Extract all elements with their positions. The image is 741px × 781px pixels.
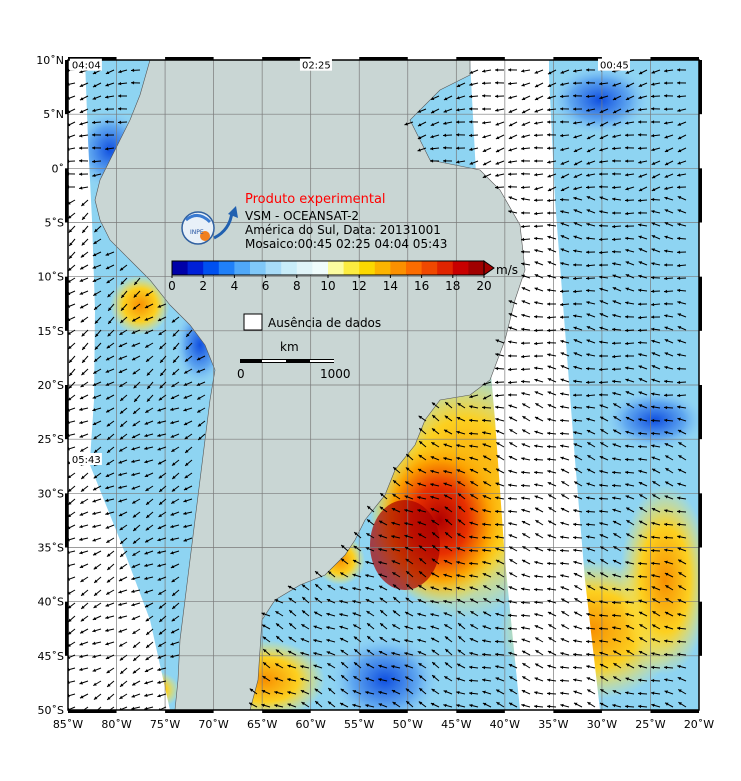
colorbar-segment: [421, 261, 438, 275]
colorbar-tick-label: 16: [414, 279, 429, 293]
legend-title: Produto experimental: [245, 192, 386, 207]
colorbar-segment: [406, 261, 423, 275]
y-tick-label: 25˚S: [38, 433, 64, 446]
colorbar-segment: [265, 261, 282, 275]
y-tick-label: 20˚S: [38, 379, 64, 392]
colorbar-tick-label: 4: [231, 279, 239, 293]
x-tick-label: 70˚W: [198, 718, 228, 731]
x-tick-label: 50˚W: [393, 718, 423, 731]
colorbar-segment: [343, 261, 360, 275]
no-data-label: Ausência de dados: [268, 316, 381, 330]
pass-time-labels: 04:04 02:25 00:45 05:43: [69, 58, 630, 466]
colorbar-segment: [468, 261, 485, 275]
frame-ticks: [65, 57, 702, 713]
pass-time-label: 04:04: [72, 61, 101, 72]
colorbar-segment: [390, 261, 407, 275]
x-tick-label: 85˚W: [53, 718, 83, 731]
colorbar-segment: [234, 261, 251, 275]
x-tick-label: 45˚W: [441, 718, 471, 731]
colorbar-segment: [374, 261, 391, 275]
colorbar-tick-label: 0: [168, 279, 176, 293]
y-tick-label: 0˚: [52, 162, 65, 175]
x-tick-label: 55˚W: [344, 718, 374, 731]
pass-time-label: 05:43: [72, 455, 101, 466]
axis-labels: 85˚W 80˚W 75˚W 70˚W 65˚W 60˚W 55˚W 50˚W 45˚W 40˚W…: [36, 54, 714, 731]
x-tick-label: 60˚W: [296, 718, 326, 731]
y-tick-label: 50˚S: [38, 704, 64, 717]
pass-time-label: 00:45: [600, 61, 629, 72]
scale-bar-unit: km: [280, 340, 299, 354]
x-tick-label: 40˚W: [490, 718, 520, 731]
colorbar-segment: [187, 261, 204, 275]
x-tick-label: 80˚W: [101, 718, 131, 731]
legend-line-1: VSM - OCEANSAT-2: [245, 209, 359, 223]
scale-bar: km 0 1000: [237, 340, 351, 381]
wind-vectors: [68, 68, 687, 710]
colorbar-unit: m/s: [496, 263, 518, 277]
colorbar-segment: [359, 261, 376, 275]
colorbar-segment: [250, 261, 267, 275]
colorbar-segment: [328, 261, 345, 275]
x-tick-label: 20˚W: [684, 718, 714, 731]
y-tick-label: 5˚N: [43, 108, 64, 121]
colorbar-segment: [312, 261, 329, 275]
colorbar-tick-labels: 0 2 4 6 8 10 12 14 16 18 20: [168, 275, 492, 293]
x-tick-label: 30˚W: [587, 718, 617, 731]
x-tick-label: 75˚W: [150, 718, 180, 731]
y-tick-label: 40˚S: [38, 596, 64, 609]
y-tick-label: 10˚N: [36, 54, 64, 67]
no-data-swatch: [243, 313, 263, 331]
y-tick-label: 5˚S: [45, 217, 64, 230]
y-tick-label: 10˚S: [38, 271, 64, 284]
colorbar-segment: [218, 261, 235, 275]
colorbar-tick-label: 6: [262, 279, 270, 293]
colorbar-tick-label: 8: [293, 279, 301, 293]
y-tick-label: 15˚S: [38, 325, 64, 338]
colorbar-segment: [452, 261, 469, 275]
colorbar: [171, 260, 495, 276]
colorbar-segment: [281, 261, 298, 275]
colorbar-segment: [437, 261, 454, 275]
x-tick-label: 65˚W: [247, 718, 277, 731]
colorbar-tick-label: 14: [383, 279, 398, 293]
y-tick-label: 35˚S: [38, 542, 64, 555]
colorbar-tick-label: 10: [320, 279, 335, 293]
pass-time-label: 02:25: [302, 61, 331, 72]
scale-bar-start: 0: [237, 367, 245, 381]
colorbar-tick-label: 18: [445, 279, 460, 293]
colorbar-tick-label: 2: [199, 279, 207, 293]
legend-line-3: Mosaico:00:45 02:25 04:04 05:43: [245, 237, 447, 251]
colorbar-tick-label: 12: [352, 279, 367, 293]
inpe-logo-text: INPE: [190, 229, 204, 236]
legend-line-2: América do Sul, Data: 20131001: [245, 223, 441, 237]
y-tick-label: 45˚S: [38, 650, 64, 663]
legend: INPE Produto experimental VSM - OCEANSAT…: [168, 192, 518, 381]
colorbar-segment: [203, 261, 220, 275]
colorbar-tick-label: 20: [476, 279, 491, 293]
lat-lon-grid: [68, 60, 699, 710]
scale-bar-end: 1000: [320, 367, 351, 381]
inpe-logo: INPE: [181, 206, 238, 245]
colorbar-segment: [296, 261, 313, 275]
y-tick-label: 30˚S: [38, 487, 64, 500]
x-tick-label: 25˚W: [635, 718, 665, 731]
x-tick-label: 35˚W: [538, 718, 568, 731]
colorbar-segment: [172, 261, 189, 275]
